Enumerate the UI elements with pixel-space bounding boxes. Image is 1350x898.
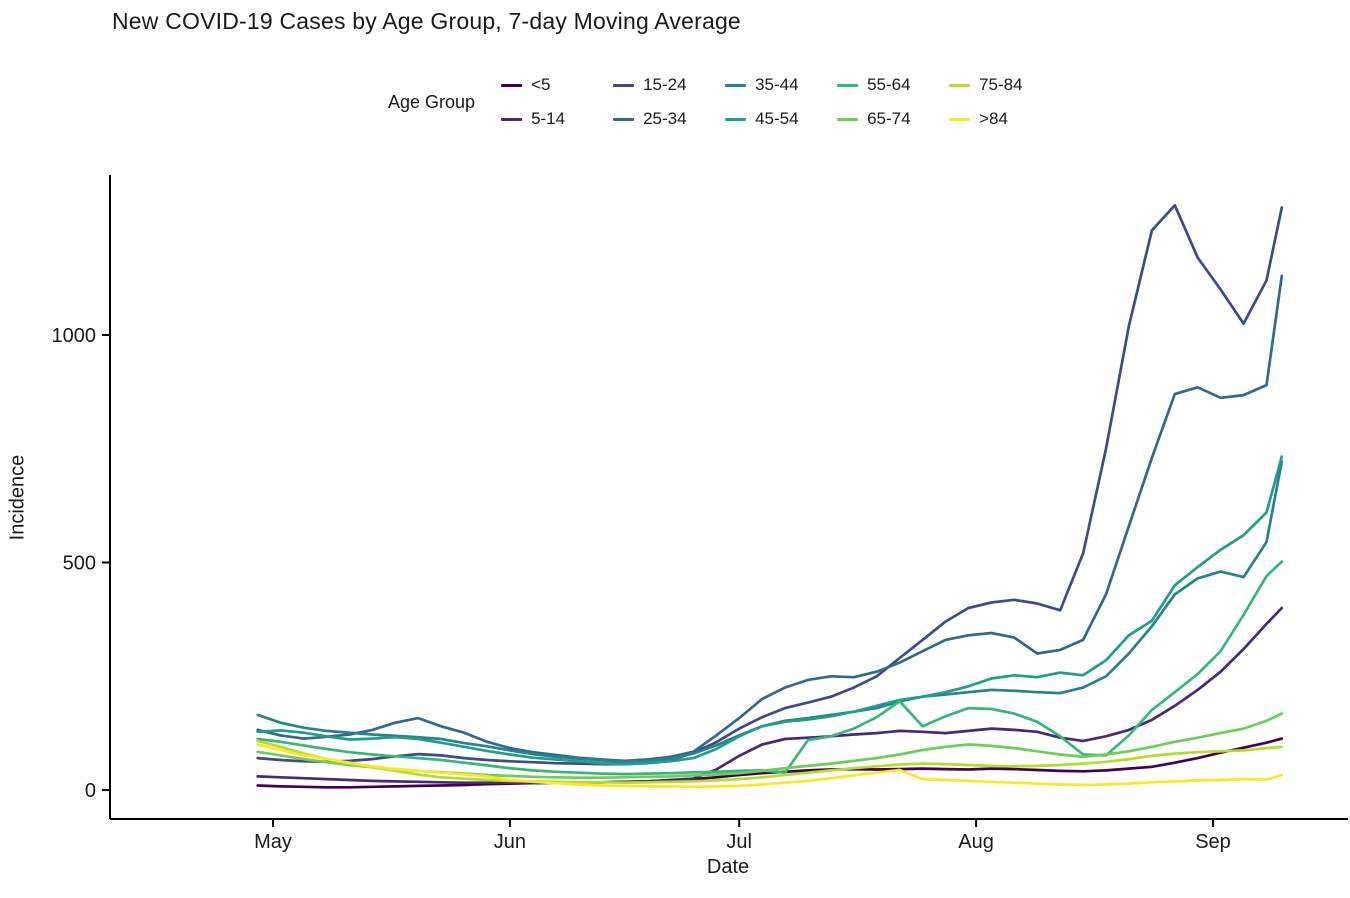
x-tick-label: Aug [958, 831, 994, 853]
legend-item-label: <5 [531, 75, 551, 94]
legend-key-icon [613, 83, 635, 87]
x-tick-label: Jun [494, 831, 526, 853]
legend-title: Age Group [388, 91, 476, 112]
legend-item-label: 75-84 [979, 75, 1023, 94]
x-tick-label: May [254, 831, 292, 853]
series-line-75-84 [256, 739, 1284, 785]
series-line-45-54 [256, 455, 1284, 766]
legend-key-icon [949, 83, 971, 87]
y-axis-title: Incidence [6, 454, 29, 541]
legend-item->84: >84 [949, 109, 1043, 129]
legend-key-icon [949, 117, 971, 121]
legend-item-15-24: 15-24 [613, 75, 707, 95]
legend-key-icon [501, 117, 523, 121]
x-tick-label: Jul [726, 831, 752, 853]
legend-item-label: 35-44 [755, 75, 799, 94]
series-line-15-24 [256, 203, 1284, 766]
legend-item-label: 15-24 [643, 75, 687, 94]
x-tick-label: Sep [1195, 831, 1231, 853]
x-axis-title: Date [706, 856, 750, 878]
legend: Age Group <5 5-14 15-24 25-34 35-44 45-54 55-6… [388, 68, 1043, 136]
legend-item-label: 55-64 [867, 75, 911, 94]
series-line-<5 [256, 737, 1284, 789]
legend-key-icon [725, 83, 747, 87]
y-tick-label: 1000 [52, 325, 97, 347]
legend-item-label: 45-54 [755, 109, 799, 128]
y-tick-label: 500 [63, 553, 96, 575]
legend-key-icon [837, 83, 859, 87]
legend-item-25-34: 25-34 [613, 109, 707, 129]
legend-item-65-74: 65-74 [837, 109, 931, 129]
legend-items: <5 5-14 15-24 25-34 35-44 45-54 55-64 65-74 75-8… [501, 68, 1043, 136]
legend-item-45-54: 45-54 [725, 109, 819, 129]
legend-item-5-14: 5-14 [501, 109, 595, 129]
legend-item-35-44: 35-44 [725, 75, 819, 95]
series-line-55-64 [256, 560, 1284, 776]
legend-key-icon [725, 117, 747, 121]
series-line-5-14 [256, 606, 1284, 785]
legend-item-75-84: 75-84 [949, 75, 1043, 95]
series-line-25-34 [256, 274, 1284, 763]
legend-item-<5: <5 [501, 75, 595, 95]
chart-title: New COVID-19 Cases by Age Group, 7-day M… [112, 8, 741, 34]
legend-key-icon [613, 117, 635, 121]
legend-item-label: 25-34 [643, 109, 687, 128]
series-line->84 [256, 743, 1284, 789]
legend-item-label: 5-14 [531, 109, 566, 128]
legend-item-55-64: 55-64 [837, 75, 931, 95]
legend-item-label: 65-74 [867, 109, 911, 128]
y-tick-label: 0 [85, 780, 96, 802]
legend-key-icon [501, 83, 523, 87]
legend-item-label: >84 [979, 109, 1008, 128]
legend-key-icon [837, 117, 859, 121]
series-line-35-44 [256, 460, 1284, 764]
